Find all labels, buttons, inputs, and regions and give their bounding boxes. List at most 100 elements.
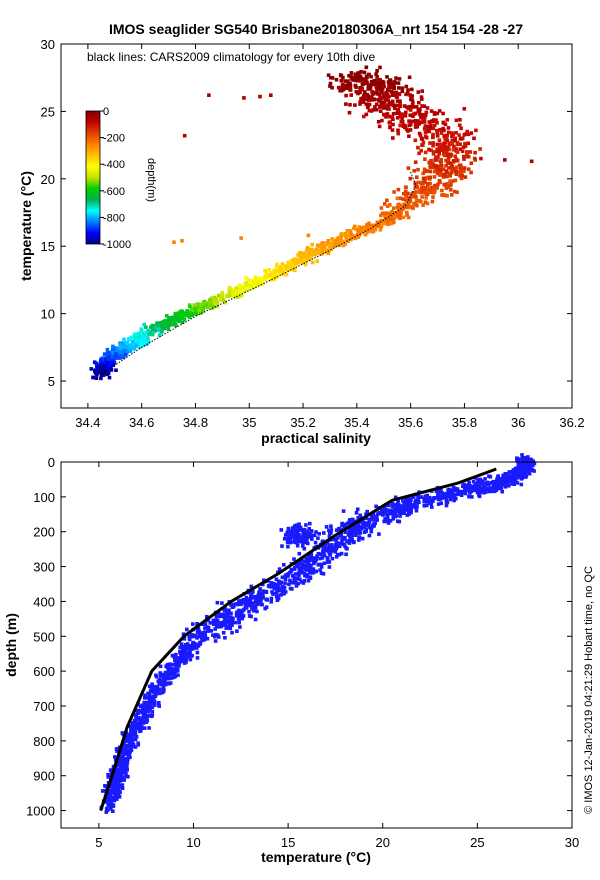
ts-point: [244, 276, 249, 280]
ts-point: [428, 175, 432, 180]
td-point: [306, 559, 311, 563]
ts-point: [259, 276, 263, 281]
td-point: [315, 554, 319, 558]
td-point: [123, 751, 128, 756]
td-point: [366, 524, 370, 528]
ts-point: [99, 358, 103, 363]
ts-point: [400, 207, 405, 212]
ts-point: [355, 74, 360, 79]
td-point: [329, 543, 334, 547]
td-point: [215, 600, 220, 605]
ts-point: [435, 128, 439, 133]
td-point: [505, 481, 510, 486]
td-point: [203, 634, 208, 638]
td-point: [144, 717, 149, 721]
td-point: [409, 510, 413, 515]
ts-point: [391, 117, 395, 122]
ts-point: [194, 303, 198, 308]
ts-point: [129, 342, 134, 347]
ts-point: [437, 173, 442, 177]
td-point: [310, 558, 314, 562]
td-point: [203, 626, 207, 630]
ts-point: [423, 200, 428, 204]
ts-point: [166, 322, 170, 327]
ts-point: [379, 218, 383, 223]
ts-point: [435, 121, 439, 125]
td-point: [463, 486, 467, 490]
td-point: [393, 495, 398, 500]
ts-point: [469, 131, 474, 135]
td-point: [520, 461, 524, 466]
ts-point: [322, 248, 326, 252]
td-point: [206, 629, 210, 633]
y-tick-label: 20: [41, 172, 55, 187]
ts-point: [251, 280, 256, 284]
td-point: [521, 455, 525, 460]
ts-point: [210, 299, 214, 303]
td-point: [221, 614, 226, 619]
ts-point: [204, 303, 208, 307]
td-point: [329, 524, 333, 528]
td-point: [371, 511, 376, 516]
ts-point: [124, 353, 128, 357]
td-point: [304, 557, 308, 561]
ts-point: [208, 298, 212, 302]
td-point: [187, 644, 191, 648]
td-point: [129, 748, 134, 752]
td-point: [276, 587, 281, 591]
td-point: [294, 530, 298, 535]
ts-point: [428, 165, 433, 170]
ts-point: [378, 109, 383, 113]
td-point: [479, 481, 483, 485]
ts-point: [463, 143, 468, 148]
ts-point: [454, 165, 459, 170]
td-point: [161, 686, 166, 691]
td-point: [408, 502, 412, 507]
ts-point: [291, 260, 295, 264]
td-point: [371, 517, 376, 522]
ts-point: [458, 142, 462, 146]
ts-point: [423, 124, 428, 128]
ts-point: [375, 89, 379, 93]
ts-point: [143, 333, 147, 338]
ts-point: [392, 190, 396, 194]
ts-point: [221, 298, 226, 302]
ts-point: [132, 347, 137, 351]
td-point: [404, 502, 409, 507]
td-point: [272, 581, 276, 586]
td-point: [152, 703, 157, 707]
ts-point: [166, 327, 171, 331]
td-point: [494, 488, 499, 492]
ts-point: [131, 339, 135, 344]
td-point: [301, 581, 306, 585]
td-point: [158, 673, 163, 678]
td-point: [321, 549, 325, 554]
td-point: [120, 731, 125, 735]
td-point: [120, 774, 124, 779]
td-point: [415, 499, 420, 503]
ts-point: [238, 289, 242, 293]
ts-point: [417, 122, 422, 126]
ts-point: [389, 221, 393, 226]
ts-point: [436, 155, 440, 160]
td-point: [326, 559, 331, 564]
top-x-ticks: 34.4 34.6 34.8 35 35.2 35.4 35.6 35.8 36 36.2: [75, 44, 585, 430]
ts-point: [397, 92, 402, 96]
td-point: [532, 461, 537, 466]
td-point: [283, 577, 288, 582]
td-point: [120, 763, 125, 768]
ts-point: [437, 152, 441, 156]
td-point: [165, 681, 170, 685]
ts-point: [199, 310, 204, 314]
td-point: [358, 531, 362, 535]
td-point: [241, 600, 246, 605]
td-point: [297, 539, 301, 544]
td-point: [138, 704, 143, 709]
ts-point: [469, 170, 473, 175]
ts-point: [353, 224, 357, 229]
td-point: [360, 526, 364, 531]
td-point: [290, 527, 295, 532]
td-point: [308, 564, 312, 568]
ts-point: [362, 70, 367, 75]
td-point: [124, 757, 128, 761]
